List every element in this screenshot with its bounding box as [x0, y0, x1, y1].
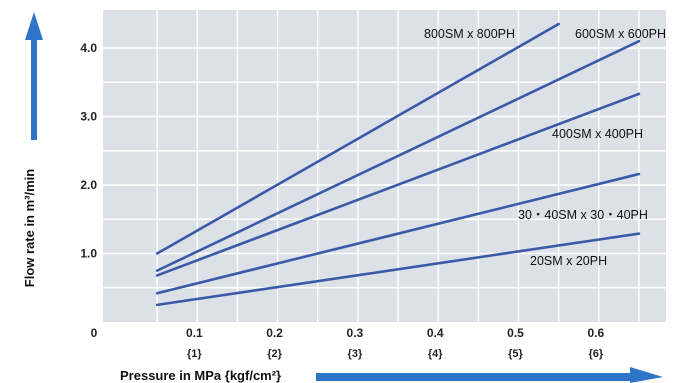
x-tick-label: 0	[91, 326, 98, 340]
x-tick-label: 0.4	[427, 326, 444, 340]
x-axis-label: Pressure in MPa {kgf/cm²}	[120, 368, 281, 383]
series-lines	[155, 22, 641, 307]
y-axis-arrow	[25, 12, 43, 140]
x-tick-labels: 0 0.1 {1} 0.2 {2} 0.3 {3} 0.4 {4} 0.5 {5} 0.6 {6}	[91, 326, 605, 360]
x-tick-sublabel: {6}	[588, 348, 603, 360]
series-label-2: 400SM x 400PH	[552, 127, 643, 141]
series-line-4	[155, 232, 641, 307]
x-tick-label: 0.3	[347, 326, 364, 340]
series-label-3: 30・40SM x 30・40PH	[518, 208, 648, 222]
y-tick-label: 2.0	[80, 178, 97, 192]
x-tick-sublabel: {1}	[187, 348, 202, 360]
series-label-1: 600SM x 600PH	[575, 27, 666, 41]
series-labels: 800SM x 800PH 600SM x 600PH 400SM x 400PH 3…	[424, 27, 666, 268]
series-line-0	[155, 22, 560, 255]
x-tick-label: 0.2	[266, 326, 283, 340]
x-tick-sublabel: {3}	[348, 348, 363, 360]
series-line-1	[155, 39, 641, 272]
grid-lines	[103, 10, 666, 322]
series-line-3	[155, 172, 641, 295]
y-tick-label: 1.0	[80, 247, 97, 261]
series-line-2	[155, 92, 641, 277]
series-label-0: 800SM x 800PH	[424, 27, 515, 41]
x-tick-label: 0.1	[186, 326, 203, 340]
y-tick-label: 4.0	[80, 41, 97, 55]
series-label-4: 20SM x 20PH	[530, 254, 607, 268]
y-tick-label: 3.0	[80, 110, 97, 124]
x-tick-sublabel: {5}	[508, 348, 523, 360]
x-tick-label: 0.6	[587, 326, 604, 340]
plot-area	[103, 10, 666, 322]
x-axis-arrow	[316, 367, 663, 383]
x-tick-label: 0.5	[507, 326, 524, 340]
x-tick-sublabel: {2}	[267, 348, 282, 360]
y-axis-label: Flow rate in m³/min	[22, 169, 37, 288]
y-tick-labels: 1.0 2.0 3.0 4.0	[80, 41, 97, 261]
x-tick-sublabel: {4}	[428, 348, 443, 360]
